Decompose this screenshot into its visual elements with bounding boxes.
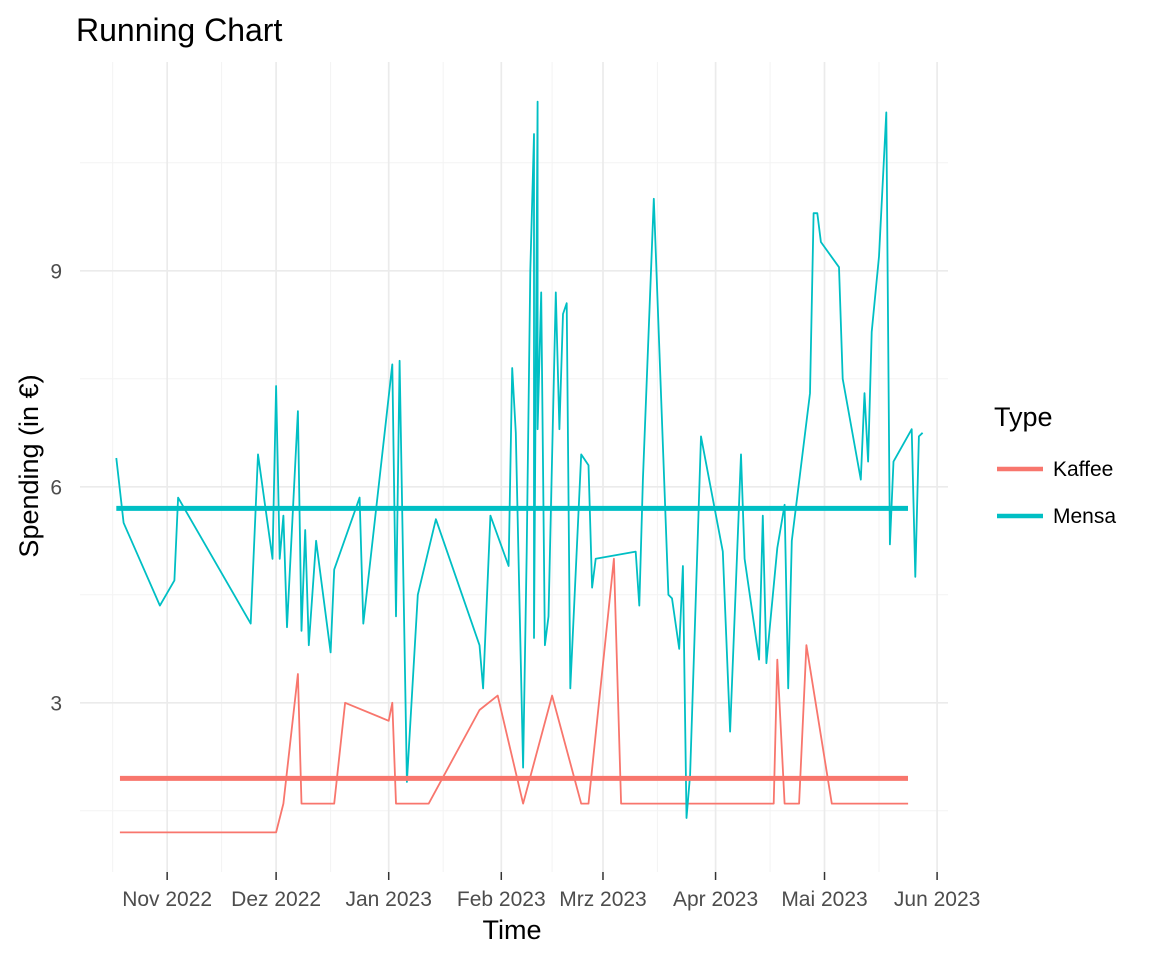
x-tick-label: Dez 2022 bbox=[231, 888, 321, 911]
x-tick-label: Jan 2023 bbox=[345, 888, 431, 911]
series-line-mensa bbox=[115, 100, 924, 819]
major-gridlines-x bbox=[166, 62, 938, 872]
y-axis-tick-labels: 3 6 9 bbox=[50, 260, 62, 715]
legend: Type Kaffee Mensa bbox=[994, 402, 1116, 528]
x-tick-label: Jun 2023 bbox=[894, 888, 980, 911]
minor-gridlines-y bbox=[80, 162, 948, 812]
mean-lines bbox=[116, 505, 908, 781]
series-lines bbox=[115, 100, 924, 834]
legend-label-kaffee: Kaffee bbox=[1053, 458, 1113, 481]
x-tick-label: Mai 2023 bbox=[781, 888, 867, 911]
y-tick-label: 3 bbox=[50, 692, 62, 715]
series-line-kaffee bbox=[119, 557, 909, 834]
legend-label-mensa: Mensa bbox=[1053, 505, 1116, 528]
y-axis-title: Spending (in €) bbox=[14, 374, 44, 557]
y-tick-label: 6 bbox=[50, 476, 62, 499]
x-tick-label: Nov 2022 bbox=[122, 888, 212, 911]
chart-title: Running Chart bbox=[76, 12, 282, 48]
x-axis-title: Time bbox=[483, 915, 542, 945]
x-tick-label: Mrz 2023 bbox=[559, 888, 647, 911]
x-axis-ticks bbox=[166, 872, 938, 880]
x-tick-label: Feb 2023 bbox=[457, 888, 546, 911]
x-tick-label: Apr 2023 bbox=[673, 888, 758, 911]
y-tick-label: 9 bbox=[50, 260, 62, 283]
legend-title: Type bbox=[994, 402, 1053, 432]
x-axis-tick-labels: Nov 2022 Dez 2022 Jan 2023 Feb 2023 Mrz 2023… bbox=[122, 888, 980, 911]
